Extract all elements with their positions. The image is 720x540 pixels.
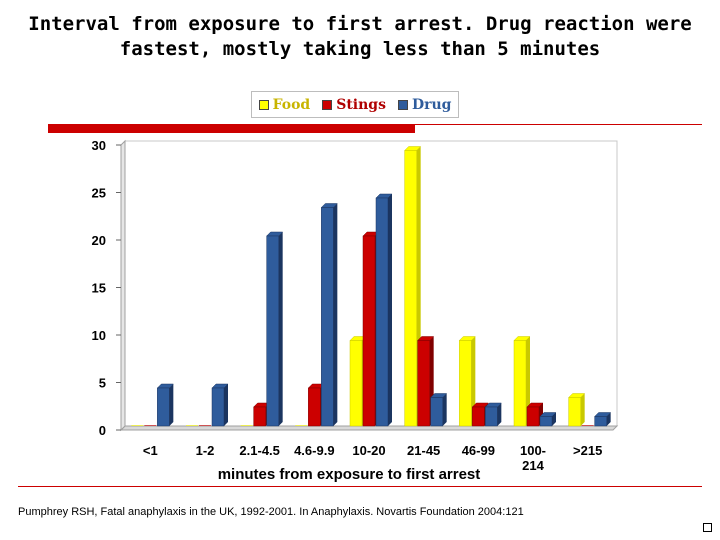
bar-stings-0: [144, 425, 157, 426]
plot-floor: [119, 425, 619, 431]
bar-side-drug-0: [169, 384, 174, 426]
x-tick-label: 21-45: [407, 443, 440, 458]
bar-stings-3: [308, 387, 321, 427]
x-tick-label: 46-99: [462, 443, 495, 458]
bar-food-5: [404, 150, 417, 427]
bar-food-2: [240, 425, 253, 426]
bar-side-drug-4: [388, 194, 392, 426]
bar-drug-7: [539, 416, 553, 427]
bar-stings-7: [526, 406, 540, 427]
bar-side-food-6: [471, 336, 476, 426]
bar-food-0: [131, 425, 144, 426]
x-tick-label: 4.6-9.9: [294, 443, 334, 458]
y-tick-label: 0: [99, 423, 106, 438]
bar-food-8: [568, 397, 581, 427]
x-axis-title: minutes from exposure to first arrest: [218, 466, 481, 483]
x-tick-label: 1-2: [196, 443, 215, 458]
square-bullet-icon: [703, 523, 712, 532]
bar-food-6: [459, 340, 472, 427]
legend-item-drug: Drug: [397, 96, 452, 113]
title-line-2: fastest, mostly taking less than 5 minut…: [119, 38, 601, 60]
legend-label-stings: Stings: [336, 96, 386, 113]
bar-side-drug-8: [606, 412, 611, 426]
bar-drug-0: [157, 387, 170, 427]
bar-drug-4: [375, 197, 389, 427]
bar-stings-4: [362, 235, 376, 427]
bar-side-drug-5: [442, 393, 447, 426]
bar-stings-5: [417, 340, 430, 427]
bar-side-drug-3: [333, 203, 338, 426]
top-rule: [415, 124, 702, 125]
footnote: Pumphrey RSH, Fatal anaphylaxis in the U…: [18, 506, 524, 518]
bar-side-drug-6: [497, 403, 502, 426]
bar-stings-6: [472, 406, 485, 427]
legend-swatch-stings: [322, 99, 333, 110]
y-tick-label: 20: [92, 233, 106, 248]
y-tick-label: 15: [92, 281, 106, 296]
bar-side-food-8: [580, 393, 585, 426]
x-tick-label: 214: [522, 458, 544, 473]
x-tick-label: 2.1-4.5: [239, 443, 279, 458]
legend-swatch-food: [258, 99, 269, 110]
x-tick-label: 100-: [520, 443, 546, 458]
x-tick-label: 10-20: [352, 443, 385, 458]
bar-food-7: [513, 340, 527, 427]
legend-item-stings: Stings: [322, 97, 386, 113]
bar-stings-2: [253, 406, 266, 427]
bar-food-4: [349, 340, 363, 427]
bar-drug-8: [594, 416, 607, 427]
x-tick-label: >215: [573, 443, 602, 458]
bar-stings-8: [581, 425, 594, 426]
slide-title: Interval from exposure to first arrest. …: [10, 12, 710, 62]
bar-drug-6: [485, 406, 498, 427]
bar-food-3: [295, 425, 308, 426]
bar-side-drug-7: [552, 412, 556, 426]
bar-drug-3: [321, 207, 334, 427]
bar-drug-1: [211, 387, 225, 427]
plot-side-wall: [120, 139, 126, 432]
accent-bar: [48, 124, 415, 133]
y-tick-label: 5: [99, 376, 106, 391]
bar-drug-2: [266, 235, 279, 427]
bar-food-1: [186, 425, 198, 426]
legend-label-food: Food: [272, 96, 311, 113]
y-tick-label: 25: [92, 186, 106, 201]
y-tick-label: 10: [92, 328, 106, 343]
y-tick-label: 30: [92, 138, 106, 153]
x-tick-label: <1: [143, 443, 158, 458]
legend-swatch-drug: [397, 99, 408, 110]
title-line-1: Interval from exposure to first arrest. …: [28, 13, 692, 35]
bar-side-drug-1: [224, 384, 228, 426]
bottom-rule: [18, 486, 702, 487]
legend-item-food: Food: [258, 96, 311, 113]
chart-legend: Food Stings Drug: [251, 91, 459, 118]
legend-label-drug: Drug: [411, 96, 452, 113]
bar-stings-1: [199, 425, 211, 426]
bar-side-drug-2: [278, 232, 283, 426]
bar-drug-5: [430, 397, 443, 427]
bar-side-food-7: [526, 336, 530, 426]
